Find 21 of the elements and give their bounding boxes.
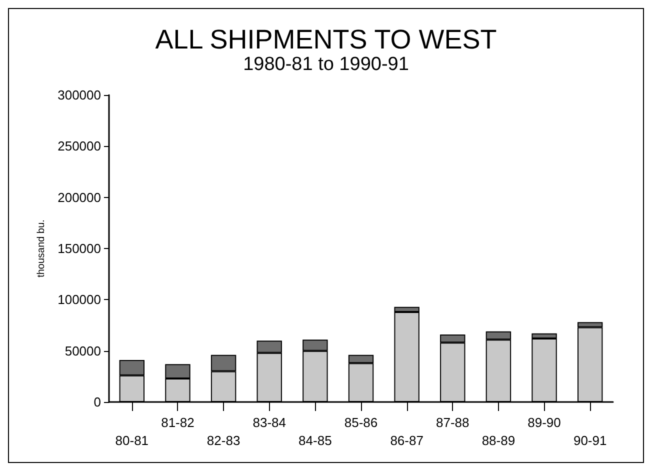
y-axis-title: thousand bu. xyxy=(36,220,48,278)
y-tick-label: 100000 xyxy=(58,292,101,308)
x-tick-label: 83-84 xyxy=(252,415,286,430)
y-tick-label: 0 xyxy=(94,394,101,410)
x-tick-label: 87-88 xyxy=(436,415,470,430)
y-tick-label: 50000 xyxy=(64,343,101,358)
x-tick-label: 86-87 xyxy=(390,433,424,448)
x-tick-label: 80-81 xyxy=(115,433,149,448)
chart-title: ALL SHIPMENTS TO WEST xyxy=(155,24,497,54)
chart-subtitle: 1980-81 to 1990-91 xyxy=(243,54,409,75)
y-tick-label: 200000 xyxy=(58,190,101,205)
x-tick-label: 90-91 xyxy=(573,433,607,448)
y-tick-label: 300000 xyxy=(58,88,101,102)
x-tick-label: 89-90 xyxy=(528,415,561,430)
y-tick-label: 150000 xyxy=(58,241,101,256)
x-tick-label: 82-83 xyxy=(206,433,240,448)
x-tick-label: 85-86 xyxy=(344,415,378,430)
x-tick-label: 88-89 xyxy=(482,433,516,448)
x-tick-label: 81-82 xyxy=(161,415,194,430)
x-tick-label: 84-85 xyxy=(298,433,332,448)
y-tick-label: 250000 xyxy=(58,138,101,154)
